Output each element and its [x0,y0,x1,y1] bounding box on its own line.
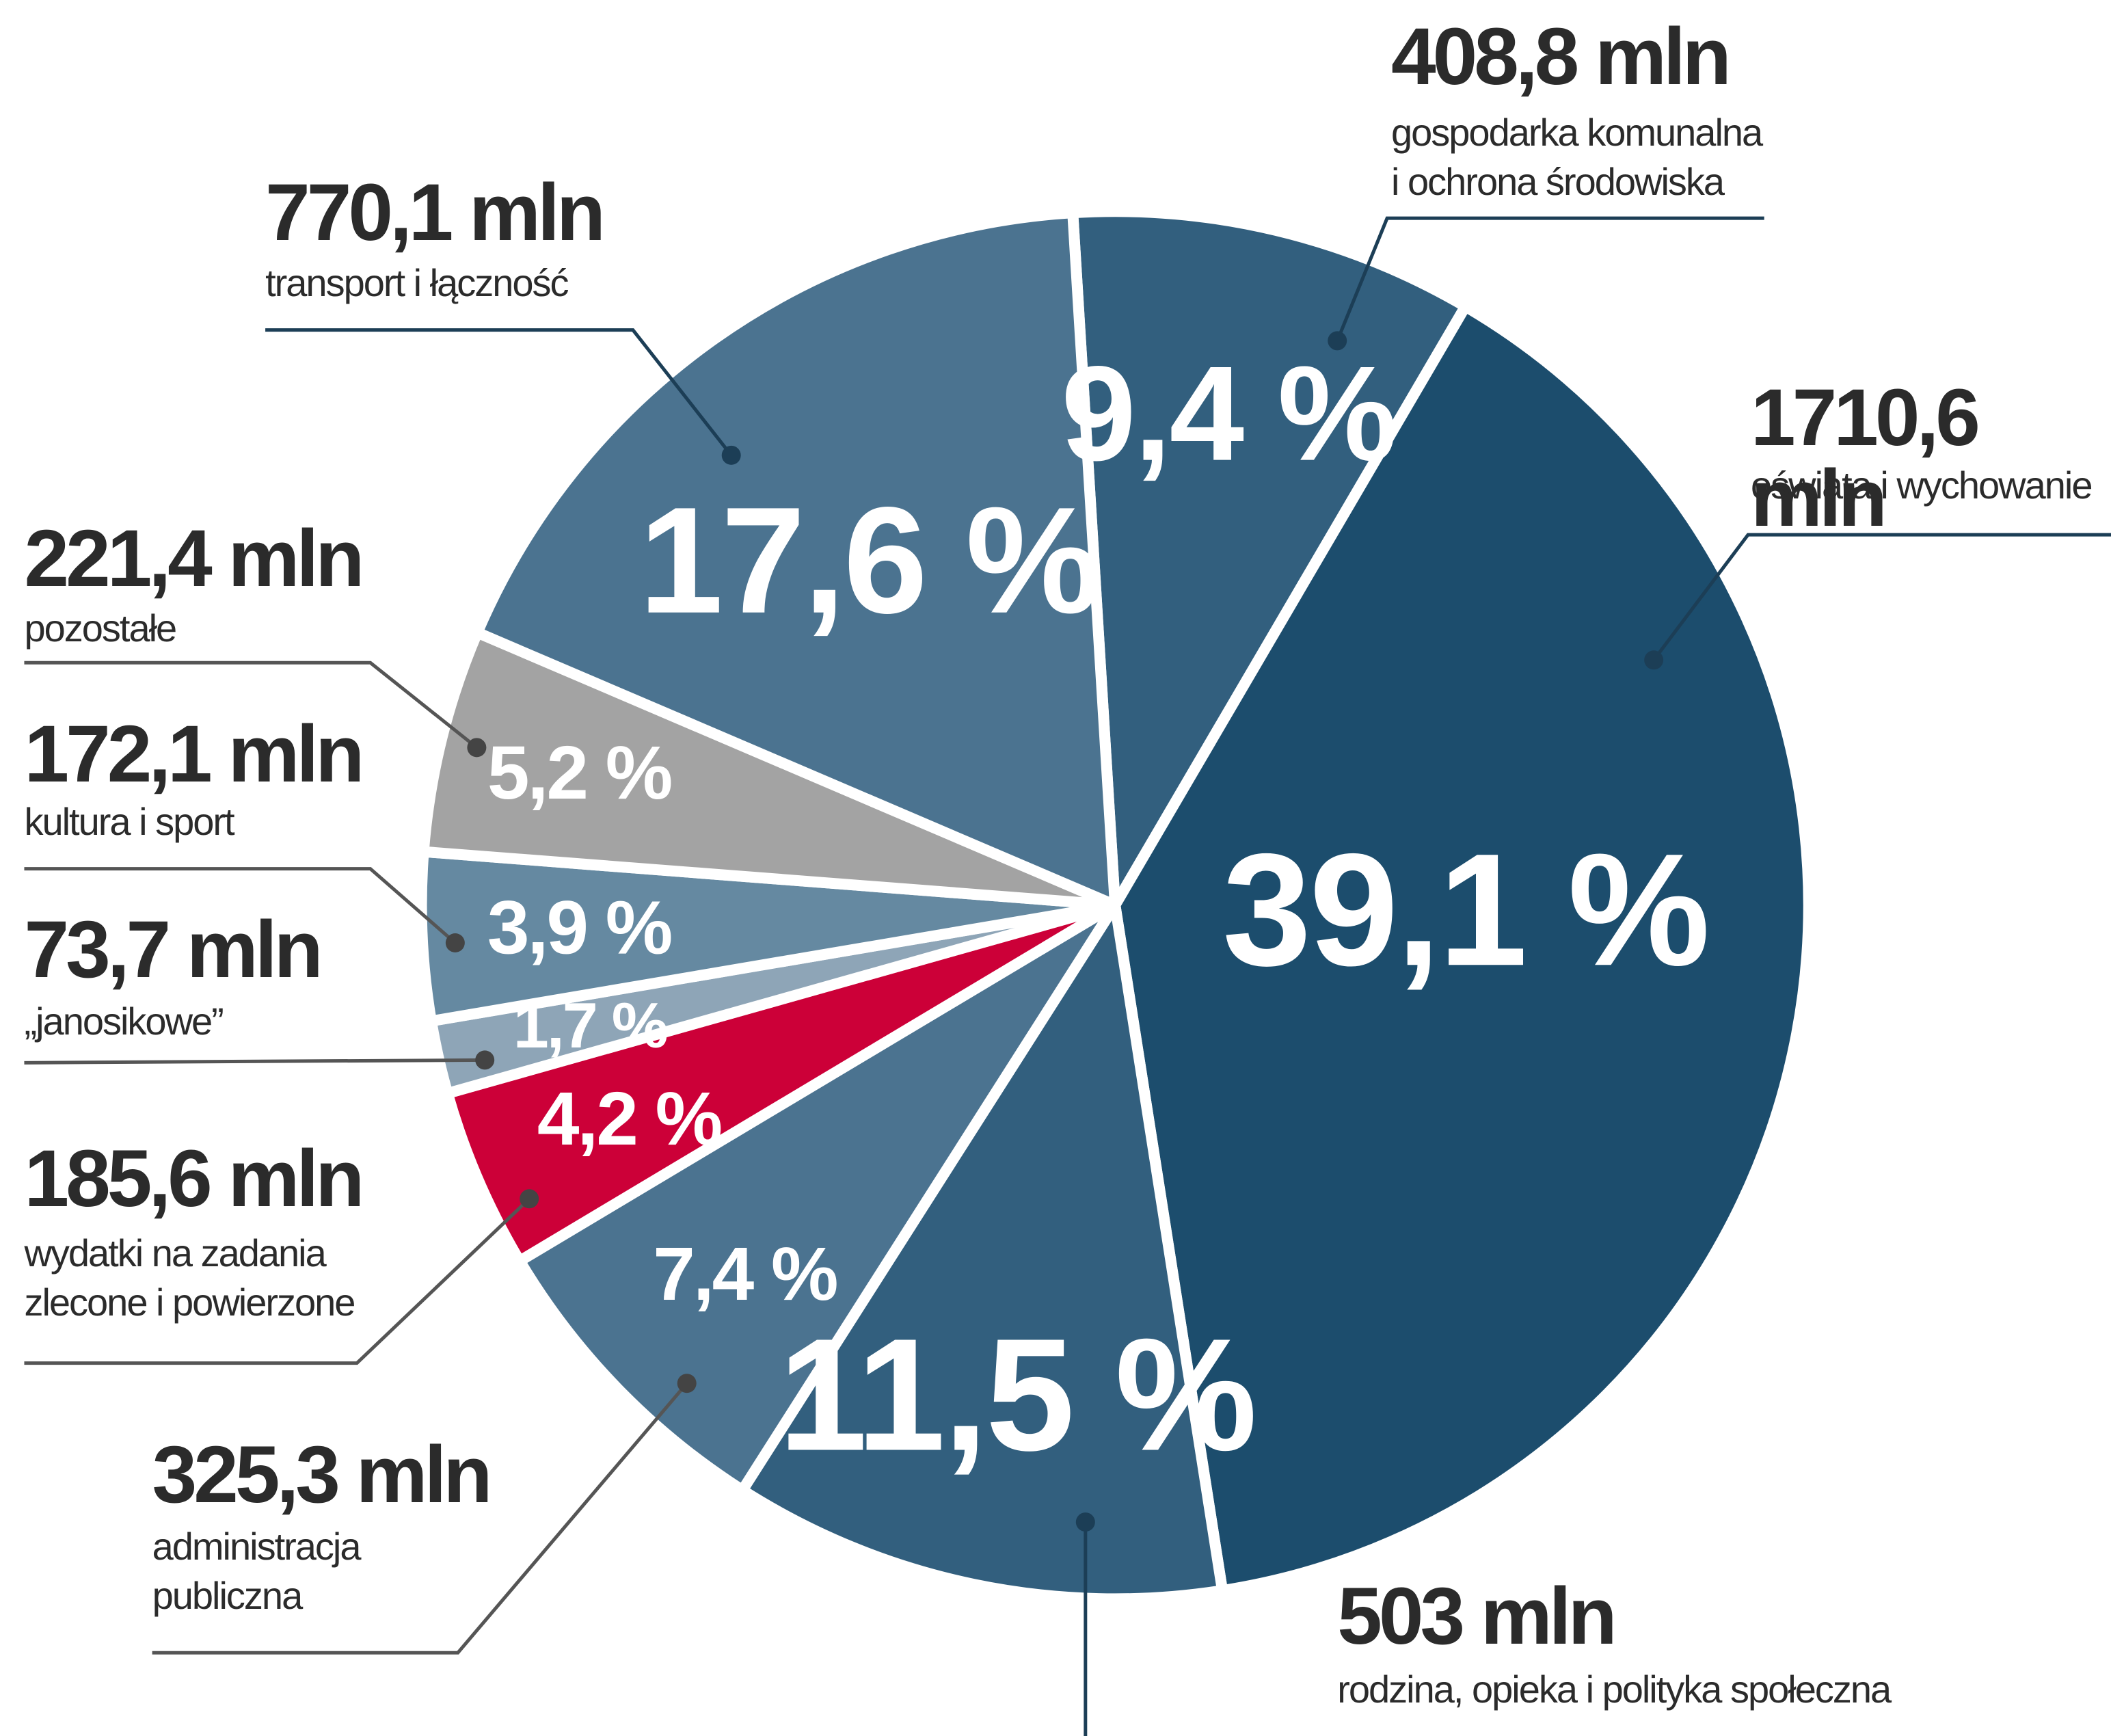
amount-label: 325,3 mln [152,1430,493,1521]
category-label: rodzina, opieka i polityka społeczna [1337,1667,1892,1711]
category-label: „janosikowe” [24,999,224,1043]
amount-label: 770,1 mln [265,168,606,258]
leader-dot [475,1050,495,1070]
leader-dot [1644,650,1664,670]
leader-dot [677,1374,697,1393]
pie-slice [472,207,1121,911]
category-label: kultura i sport [24,800,234,844]
leader-line [265,328,733,457]
pie-slice [1110,301,1814,1597]
leader-line [24,1058,485,1065]
amount-label: 221,4 mln [24,513,364,604]
percent-label: 5,2 % [487,731,671,815]
percent-label: 7,4 % [653,1232,837,1316]
percent-label: 9,4 % [1061,338,1395,489]
amount-label: 408,8 mln [1391,11,1732,102]
percent-label: 17,6 % [639,475,1099,645]
leader-line [24,660,478,749]
pie-slice [737,899,1228,1605]
percent-label: 39,1 % [1222,820,1708,999]
category-label: gospodarka komunalna i ochrona środowisk… [1391,110,1763,203]
leader-line [1652,533,2111,661]
amount-label: 73,7 mln [24,904,323,995]
category-label: oświata i wychowanie [1751,463,2093,507]
leader-line [24,1197,530,1365]
leader-dot [445,933,465,952]
amount-label: 1710,6 mln [1751,372,1980,544]
category-label: wydatki na zadania zlecone i powierzone [24,1231,355,1324]
category-label: pozostałe [24,606,177,650]
leader-dot [467,738,487,758]
percent-label: 1,7 % [513,989,667,1061]
leader-dot [1328,331,1347,351]
percent-label: 3,9 % [487,885,671,970]
leader-line [152,1382,688,1655]
leader-dot [520,1189,539,1209]
leader-dot [721,445,741,465]
amount-label: 172,1 mln [24,709,364,800]
pie-slice [514,899,1121,1496]
leader-line [24,867,457,944]
percent-label: 11,5 % [779,1305,1255,1484]
leader-dot [1075,1512,1095,1532]
category-label: transport i łączność [265,261,569,305]
category-label: administracja publiczna [152,1525,362,1618]
amount-label: 503 mln [1337,1571,1617,1661]
amount-label: 185,6 mln [24,1133,364,1224]
percent-label: 4,2 % [537,1077,721,1161]
leader-line [1335,216,1764,342]
pie-slice [442,899,1121,1267]
pie-slice [1067,206,1471,911]
